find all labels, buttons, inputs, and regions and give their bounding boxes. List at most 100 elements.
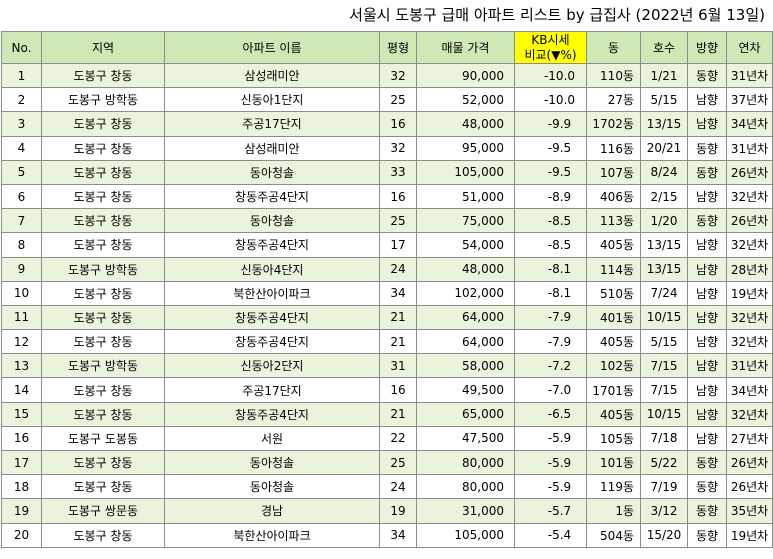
- cell-size[interactable]: 32: [379, 135, 417, 161]
- cell-no[interactable]: 1: [1, 62, 42, 89]
- cell-dong[interactable]: 406동: [586, 183, 641, 210]
- cell-apartment[interactable]: 서원: [164, 425, 380, 452]
- cell-age[interactable]: 34년차: [726, 111, 773, 137]
- col-header-no[interactable]: No.: [1, 31, 42, 64]
- cell-apartment[interactable]: 동아청솔: [164, 159, 380, 185]
- cell-unit[interactable]: 7/18: [640, 425, 688, 452]
- cell-dong[interactable]: 110동: [586, 62, 641, 89]
- cell-kb-compare[interactable]: -10.0: [514, 87, 587, 113]
- cell-size[interactable]: 24: [379, 474, 417, 500]
- cell-age[interactable]: 32년차: [726, 329, 773, 355]
- cell-price[interactable]: 48,000: [416, 111, 515, 137]
- cell-kb-compare[interactable]: -9.9: [514, 111, 587, 137]
- cell-direction[interactable]: 남향: [687, 183, 727, 210]
- cell-price[interactable]: 64,000: [416, 329, 515, 355]
- cell-age[interactable]: 19년차: [726, 280, 773, 306]
- cell-kb-compare[interactable]: -8.1: [514, 256, 587, 282]
- cell-unit[interactable]: 5/15: [640, 329, 688, 355]
- cell-direction[interactable]: 남향: [687, 111, 727, 137]
- cell-unit[interactable]: 15/20: [640, 522, 688, 548]
- col-header-region[interactable]: 지역: [41, 31, 165, 64]
- col-header-kb-compare[interactable]: KB시세 비교(▼%): [514, 31, 587, 64]
- cell-dong[interactable]: 405동: [586, 401, 641, 427]
- cell-dong[interactable]: 405동: [586, 232, 641, 258]
- cell-apartment[interactable]: 주공17단지: [164, 111, 380, 137]
- cell-direction[interactable]: 남향: [687, 280, 727, 306]
- col-header-age[interactable]: 연차: [726, 31, 773, 64]
- col-header-direction[interactable]: 방향: [687, 31, 727, 64]
- cell-dong[interactable]: 114동: [586, 256, 641, 282]
- cell-kb-compare[interactable]: -9.5: [514, 135, 587, 161]
- cell-no[interactable]: 16: [1, 425, 42, 452]
- cell-no[interactable]: 14: [1, 377, 42, 403]
- table-row[interactable]: 7 도봉구 창동 동아청솔 25 75,000 -8.5 113동 1/20 동향 26년차: [1, 208, 773, 234]
- cell-price[interactable]: 80,000: [416, 474, 515, 500]
- cell-apartment[interactable]: 북한산아이파크: [164, 522, 380, 548]
- cell-dong[interactable]: 405동: [586, 329, 641, 355]
- cell-direction[interactable]: 동향: [687, 522, 727, 548]
- cell-price[interactable]: 75,000: [416, 208, 515, 234]
- cell-unit[interactable]: 8/24: [640, 159, 688, 185]
- cell-no[interactable]: 10: [1, 280, 42, 306]
- cell-unit[interactable]: 7/15: [640, 353, 688, 379]
- cell-price[interactable]: 105,000: [416, 522, 515, 548]
- cell-apartment[interactable]: 북한산아이파크: [164, 280, 380, 306]
- cell-dong[interactable]: 1701동: [586, 377, 641, 403]
- cell-dong[interactable]: 101동: [586, 449, 641, 476]
- cell-unit[interactable]: 5/22: [640, 449, 688, 476]
- table-row[interactable]: 11 도봉구 창동 창동주공4단지 21 64,000 -7.9 401동 10/15 남향 32…: [1, 304, 773, 331]
- cell-dong[interactable]: 105동: [586, 425, 641, 452]
- col-header-size[interactable]: 평형: [379, 31, 417, 64]
- cell-dong[interactable]: 119동: [586, 474, 641, 500]
- cell-region[interactable]: 도봉구 창동: [41, 159, 165, 185]
- cell-apartment[interactable]: 동아청솔: [164, 449, 380, 476]
- cell-unit[interactable]: 2/15: [640, 183, 688, 210]
- cell-direction[interactable]: 동향: [687, 62, 727, 89]
- cell-dong[interactable]: 504동: [586, 522, 641, 548]
- table-row[interactable]: 5 도봉구 창동 동아청솔 33 105,000 -9.5 107동 8/24 동향 26년차: [1, 159, 773, 185]
- col-header-price[interactable]: 매물 가격: [416, 31, 515, 64]
- table-row[interactable]: 15 도봉구 창동 창동주공4단지 21 65,000 -6.5 405동 10/15 남향 32…: [1, 401, 773, 427]
- cell-age[interactable]: 26년차: [726, 474, 773, 500]
- table-row[interactable]: 16 도봉구 도봉동 서원 22 47,500 -5.9 105동 7/18 남향 27년차: [1, 425, 773, 452]
- cell-price[interactable]: 47,500: [416, 425, 515, 452]
- table-row[interactable]: 10 도봉구 창동 북한산아이파크 34 102,000 -8.1 510동 7/24 남향 19…: [1, 280, 773, 306]
- cell-size[interactable]: 24: [379, 256, 417, 282]
- cell-region[interactable]: 도봉구 창동: [41, 62, 165, 89]
- col-header-unit[interactable]: 호수: [640, 31, 688, 64]
- cell-unit[interactable]: 13/15: [640, 256, 688, 282]
- cell-region[interactable]: 도봉구 도봉동: [41, 425, 165, 452]
- cell-age[interactable]: 31년차: [726, 135, 773, 161]
- cell-size[interactable]: 34: [379, 522, 417, 548]
- cell-size[interactable]: 32: [379, 62, 417, 89]
- cell-region[interactable]: 도봉구 창동: [41, 208, 165, 234]
- cell-age[interactable]: 32년차: [726, 401, 773, 427]
- table-row[interactable]: 6 도봉구 창동 창동주공4단지 16 51,000 -8.9 406동 2/15 남향 32년차: [1, 183, 773, 210]
- cell-size[interactable]: 25: [379, 87, 417, 113]
- cell-age[interactable]: 19년차: [726, 522, 773, 548]
- cell-size[interactable]: 16: [379, 377, 417, 403]
- cell-direction[interactable]: 남향: [687, 377, 727, 403]
- cell-kb-compare[interactable]: -5.7: [514, 498, 587, 524]
- cell-dong[interactable]: 1동: [586, 498, 641, 524]
- cell-size[interactable]: 25: [379, 449, 417, 476]
- cell-age[interactable]: 26년차: [726, 208, 773, 234]
- cell-kb-compare[interactable]: -8.1: [514, 280, 587, 306]
- cell-price[interactable]: 31,000: [416, 498, 515, 524]
- cell-apartment[interactable]: 동아청솔: [164, 208, 380, 234]
- cell-unit[interactable]: 20/21: [640, 135, 688, 161]
- cell-kb-compare[interactable]: -7.9: [514, 304, 587, 331]
- cell-region[interactable]: 도봉구 창동: [41, 183, 165, 210]
- cell-unit[interactable]: 1/20: [640, 208, 688, 234]
- cell-region[interactable]: 도봉구 창동: [41, 474, 165, 500]
- cell-region[interactable]: 도봉구 창동: [41, 329, 165, 355]
- cell-size[interactable]: 17: [379, 232, 417, 258]
- cell-kb-compare[interactable]: -10.0: [514, 62, 587, 89]
- cell-direction[interactable]: 남향: [687, 87, 727, 113]
- cell-direction[interactable]: 남향: [687, 401, 727, 427]
- cell-kb-compare[interactable]: -6.5: [514, 401, 587, 427]
- cell-kb-compare[interactable]: -8.9: [514, 183, 587, 210]
- cell-price[interactable]: 49,500: [416, 377, 515, 403]
- table-row[interactable]: 19 도봉구 쌍문동 경남 19 31,000 -5.7 1동 3/12 동향 35년차: [1, 498, 773, 524]
- cell-unit[interactable]: 10/15: [640, 304, 688, 331]
